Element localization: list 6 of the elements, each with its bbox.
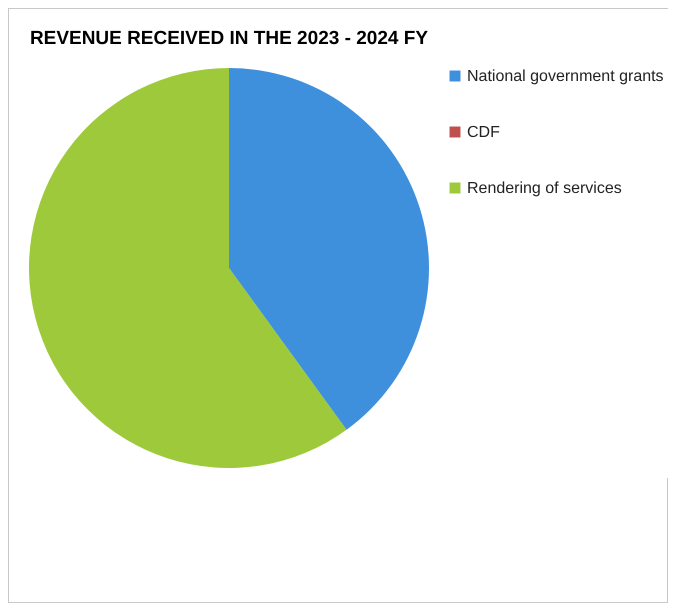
pie-slice bbox=[29, 68, 347, 468]
pie-slice bbox=[229, 68, 429, 430]
legend-label: National government grants bbox=[467, 68, 664, 85]
legend-label: Rendering of services bbox=[467, 180, 622, 197]
chart-title: REVENUE RECEIVED IN THE 2023 - 2024 FY bbox=[30, 28, 428, 49]
legend-label: CDF bbox=[467, 124, 500, 141]
